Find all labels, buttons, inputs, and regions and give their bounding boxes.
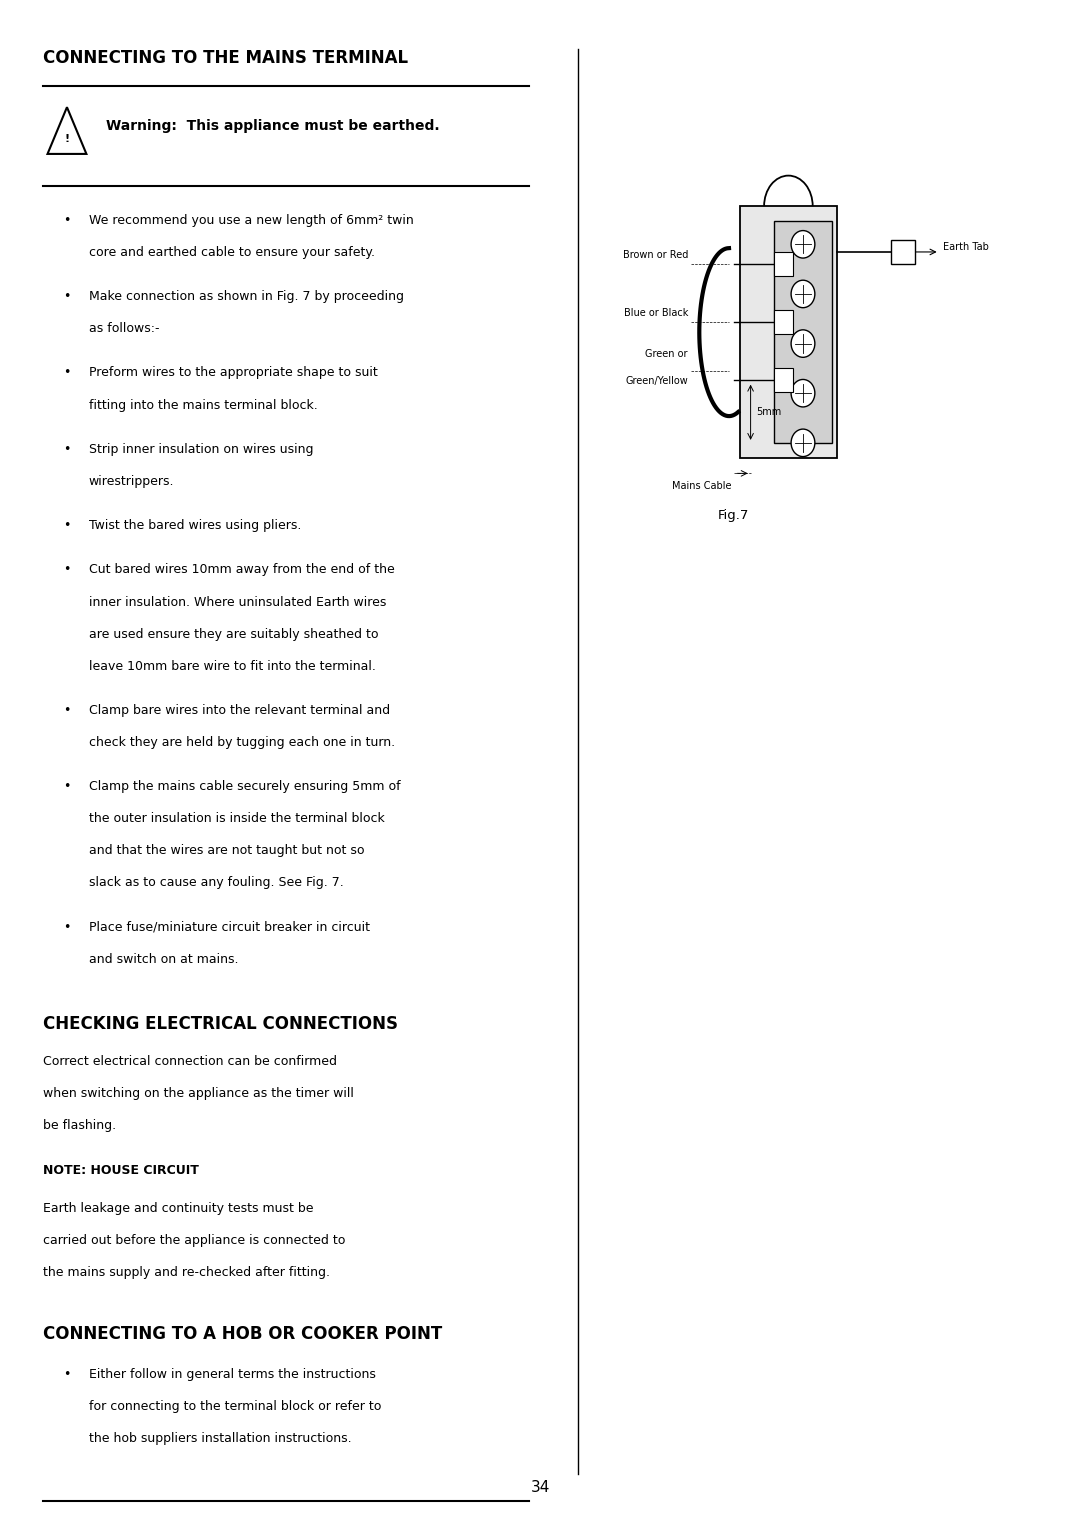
Text: Either follow in general terms the instructions: Either follow in general terms the instr… bbox=[89, 1368, 376, 1382]
Text: Strip inner insulation on wires using: Strip inner insulation on wires using bbox=[89, 443, 313, 457]
Text: •: • bbox=[63, 366, 70, 380]
Text: wirestrippers.: wirestrippers. bbox=[89, 475, 174, 489]
Text: Clamp bare wires into the relevant terminal and: Clamp bare wires into the relevant termi… bbox=[89, 704, 390, 718]
Text: the mains supply and re-checked after fitting.: the mains supply and re-checked after fi… bbox=[43, 1266, 330, 1280]
Text: •: • bbox=[63, 780, 70, 794]
Text: as follows:-: as follows:- bbox=[89, 322, 159, 336]
Text: and that the wires are not taught but not so: and that the wires are not taught but no… bbox=[89, 844, 364, 858]
Text: Make connection as shown in Fig. 7 by proceeding: Make connection as shown in Fig. 7 by pr… bbox=[89, 290, 404, 304]
Ellipse shape bbox=[791, 281, 815, 307]
Text: Earth Tab: Earth Tab bbox=[943, 243, 988, 252]
Text: Twist the bared wires using pliers.: Twist the bared wires using pliers. bbox=[89, 519, 301, 533]
Text: the hob suppliers installation instructions.: the hob suppliers installation instructi… bbox=[89, 1432, 351, 1446]
Text: check they are held by tugging each one in turn.: check they are held by tugging each one … bbox=[89, 736, 394, 750]
Text: be flashing.: be flashing. bbox=[43, 1119, 117, 1133]
Text: core and earthed cable to ensure your safety.: core and earthed cable to ensure your sa… bbox=[89, 246, 375, 260]
Text: Place fuse/miniature circuit breaker in circuit: Place fuse/miniature circuit breaker in … bbox=[89, 921, 369, 935]
Ellipse shape bbox=[791, 380, 815, 406]
Text: Warning:  This appliance must be earthed.: Warning: This appliance must be earthed. bbox=[106, 119, 440, 133]
Bar bbox=[773, 252, 794, 276]
Bar bbox=[740, 206, 837, 458]
Text: Fig.7: Fig.7 bbox=[718, 508, 750, 522]
Text: 5mm: 5mm bbox=[756, 408, 781, 417]
Text: Preform wires to the appropriate shape to suit: Preform wires to the appropriate shape t… bbox=[89, 366, 377, 380]
Text: CONNECTING TO THE MAINS TERMINAL: CONNECTING TO THE MAINS TERMINAL bbox=[43, 49, 408, 67]
Text: •: • bbox=[63, 704, 70, 718]
Text: Cut bared wires 10mm away from the end of the: Cut bared wires 10mm away from the end o… bbox=[89, 563, 394, 577]
Ellipse shape bbox=[791, 330, 815, 357]
Bar bbox=[773, 368, 794, 392]
Text: We recommend you use a new length of 6mm² twin: We recommend you use a new length of 6mm… bbox=[89, 214, 414, 228]
Text: NOTE: HOUSE CIRCUIT: NOTE: HOUSE CIRCUIT bbox=[43, 1164, 199, 1177]
Text: Brown or Red: Brown or Red bbox=[622, 249, 688, 260]
Text: for connecting to the terminal block or refer to: for connecting to the terminal block or … bbox=[89, 1400, 381, 1414]
Text: Earth leakage and continuity tests must be: Earth leakage and continuity tests must … bbox=[43, 1202, 313, 1215]
Text: inner insulation. Where uninsulated Earth wires: inner insulation. Where uninsulated Eart… bbox=[89, 596, 386, 609]
Ellipse shape bbox=[791, 231, 815, 258]
Bar bbox=[773, 310, 794, 334]
Text: and switch on at mains.: and switch on at mains. bbox=[89, 953, 238, 967]
Text: Mains Cable: Mains Cable bbox=[672, 481, 731, 492]
Text: •: • bbox=[63, 443, 70, 457]
Text: •: • bbox=[63, 519, 70, 533]
Text: Correct electrical connection can be confirmed: Correct electrical connection can be con… bbox=[43, 1055, 337, 1069]
Text: Blue or Black: Blue or Black bbox=[623, 307, 688, 318]
Text: •: • bbox=[63, 290, 70, 304]
Text: 34: 34 bbox=[530, 1480, 550, 1495]
Bar bbox=[891, 240, 915, 264]
Text: Green/Yellow: Green/Yellow bbox=[625, 376, 688, 386]
Text: are used ensure they are suitably sheathed to: are used ensure they are suitably sheath… bbox=[89, 628, 378, 641]
Text: •: • bbox=[63, 563, 70, 577]
Text: •: • bbox=[63, 921, 70, 935]
Text: •: • bbox=[63, 1368, 70, 1382]
Text: Clamp the mains cable securely ensuring 5mm of: Clamp the mains cable securely ensuring … bbox=[89, 780, 401, 794]
Text: slack as to cause any fouling. See Fig. 7.: slack as to cause any fouling. See Fig. … bbox=[89, 876, 343, 890]
Text: carried out before the appliance is connected to: carried out before the appliance is conn… bbox=[43, 1234, 346, 1248]
Text: !: ! bbox=[65, 134, 69, 144]
Text: •: • bbox=[63, 214, 70, 228]
Bar bbox=[773, 221, 833, 443]
Text: CHECKING ELECTRICAL CONNECTIONS: CHECKING ELECTRICAL CONNECTIONS bbox=[43, 1015, 399, 1034]
Text: CONNECTING TO A HOB OR COOKER POINT: CONNECTING TO A HOB OR COOKER POINT bbox=[43, 1325, 443, 1344]
Text: leave 10mm bare wire to fit into the terminal.: leave 10mm bare wire to fit into the ter… bbox=[89, 660, 376, 673]
Text: when switching on the appliance as the timer will: when switching on the appliance as the t… bbox=[43, 1087, 354, 1101]
Text: fitting into the mains terminal block.: fitting into the mains terminal block. bbox=[89, 399, 318, 412]
Ellipse shape bbox=[791, 429, 815, 457]
Text: Green or: Green or bbox=[646, 348, 688, 359]
Text: the outer insulation is inside the terminal block: the outer insulation is inside the termi… bbox=[89, 812, 384, 826]
